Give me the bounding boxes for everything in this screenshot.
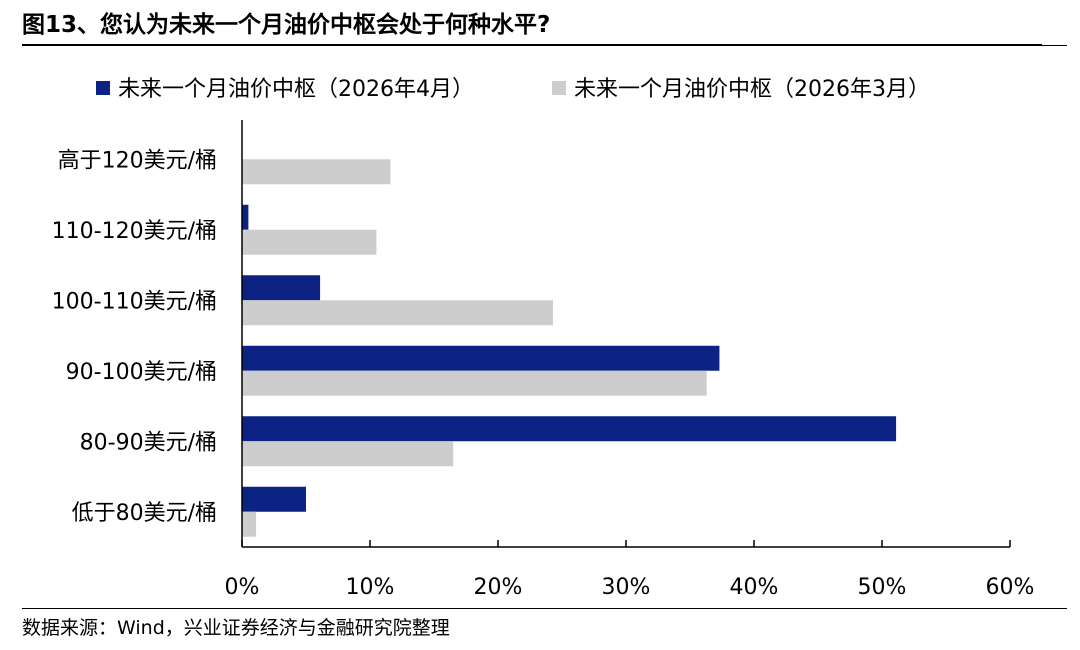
bar-april-5 — [242, 416, 897, 442]
bar-april-2 — [242, 204, 249, 230]
x-tick-label-2: 10% — [346, 575, 395, 600]
category-label-5: 80-90美元/桶 — [80, 430, 217, 455]
bar-april-3 — [242, 275, 321, 301]
bar-march-2 — [242, 229, 377, 255]
bar-march-6 — [242, 511, 257, 537]
x-tick-label-4: 30% — [602, 575, 651, 600]
category-label-1: 高于120美元/桶 — [58, 148, 217, 173]
legend-swatch-2 — [552, 81, 566, 95]
bar-april-6 — [242, 486, 306, 512]
top-rule — [22, 44, 1042, 46]
bottom-rule — [22, 608, 1067, 609]
category-label-2: 110-120美元/桶 — [52, 219, 217, 244]
legend-swatch-1 — [96, 81, 110, 95]
bar-march-4 — [242, 370, 707, 396]
source-note: 数据来源：Wind，兴业证券经济与金融研究院整理 — [22, 617, 450, 639]
category-label-6: 低于80美元/桶 — [72, 501, 217, 526]
bar-march-3 — [242, 300, 554, 326]
x-tick-label-5: 40% — [730, 575, 779, 600]
category-label-3: 100-110美元/桶 — [52, 289, 217, 314]
legend-label-1: 未来一个月油价中枢（2026年4月） — [118, 77, 474, 102]
bar-chart: 未来一个月油价中枢（2026年4月） 未来一个月油价中枢（2026年3月） 高于12… — [52, 77, 1035, 600]
x-tick-label-3: 20% — [474, 575, 523, 600]
bar-march-1 — [242, 159, 391, 185]
category-label-4: 90-100美元/桶 — [66, 360, 217, 385]
x-tick-label-6: 50% — [858, 575, 907, 600]
bar-april-4 — [242, 345, 720, 371]
x-tick-label-1: 0% — [225, 575, 260, 600]
figure-header: 图13、您认为未来一个月油价中枢会处于何种水平? — [22, 8, 1067, 42]
x-tick-label-7: 60% — [986, 575, 1035, 600]
top-rule-extension — [1042, 45, 1067, 46]
legend-label-2: 未来一个月油价中枢（2026年3月） — [574, 77, 930, 102]
bar-march-5 — [242, 441, 454, 467]
figure-title: 图13、您认为未来一个月油价中枢会处于何种水平? — [22, 12, 551, 38]
